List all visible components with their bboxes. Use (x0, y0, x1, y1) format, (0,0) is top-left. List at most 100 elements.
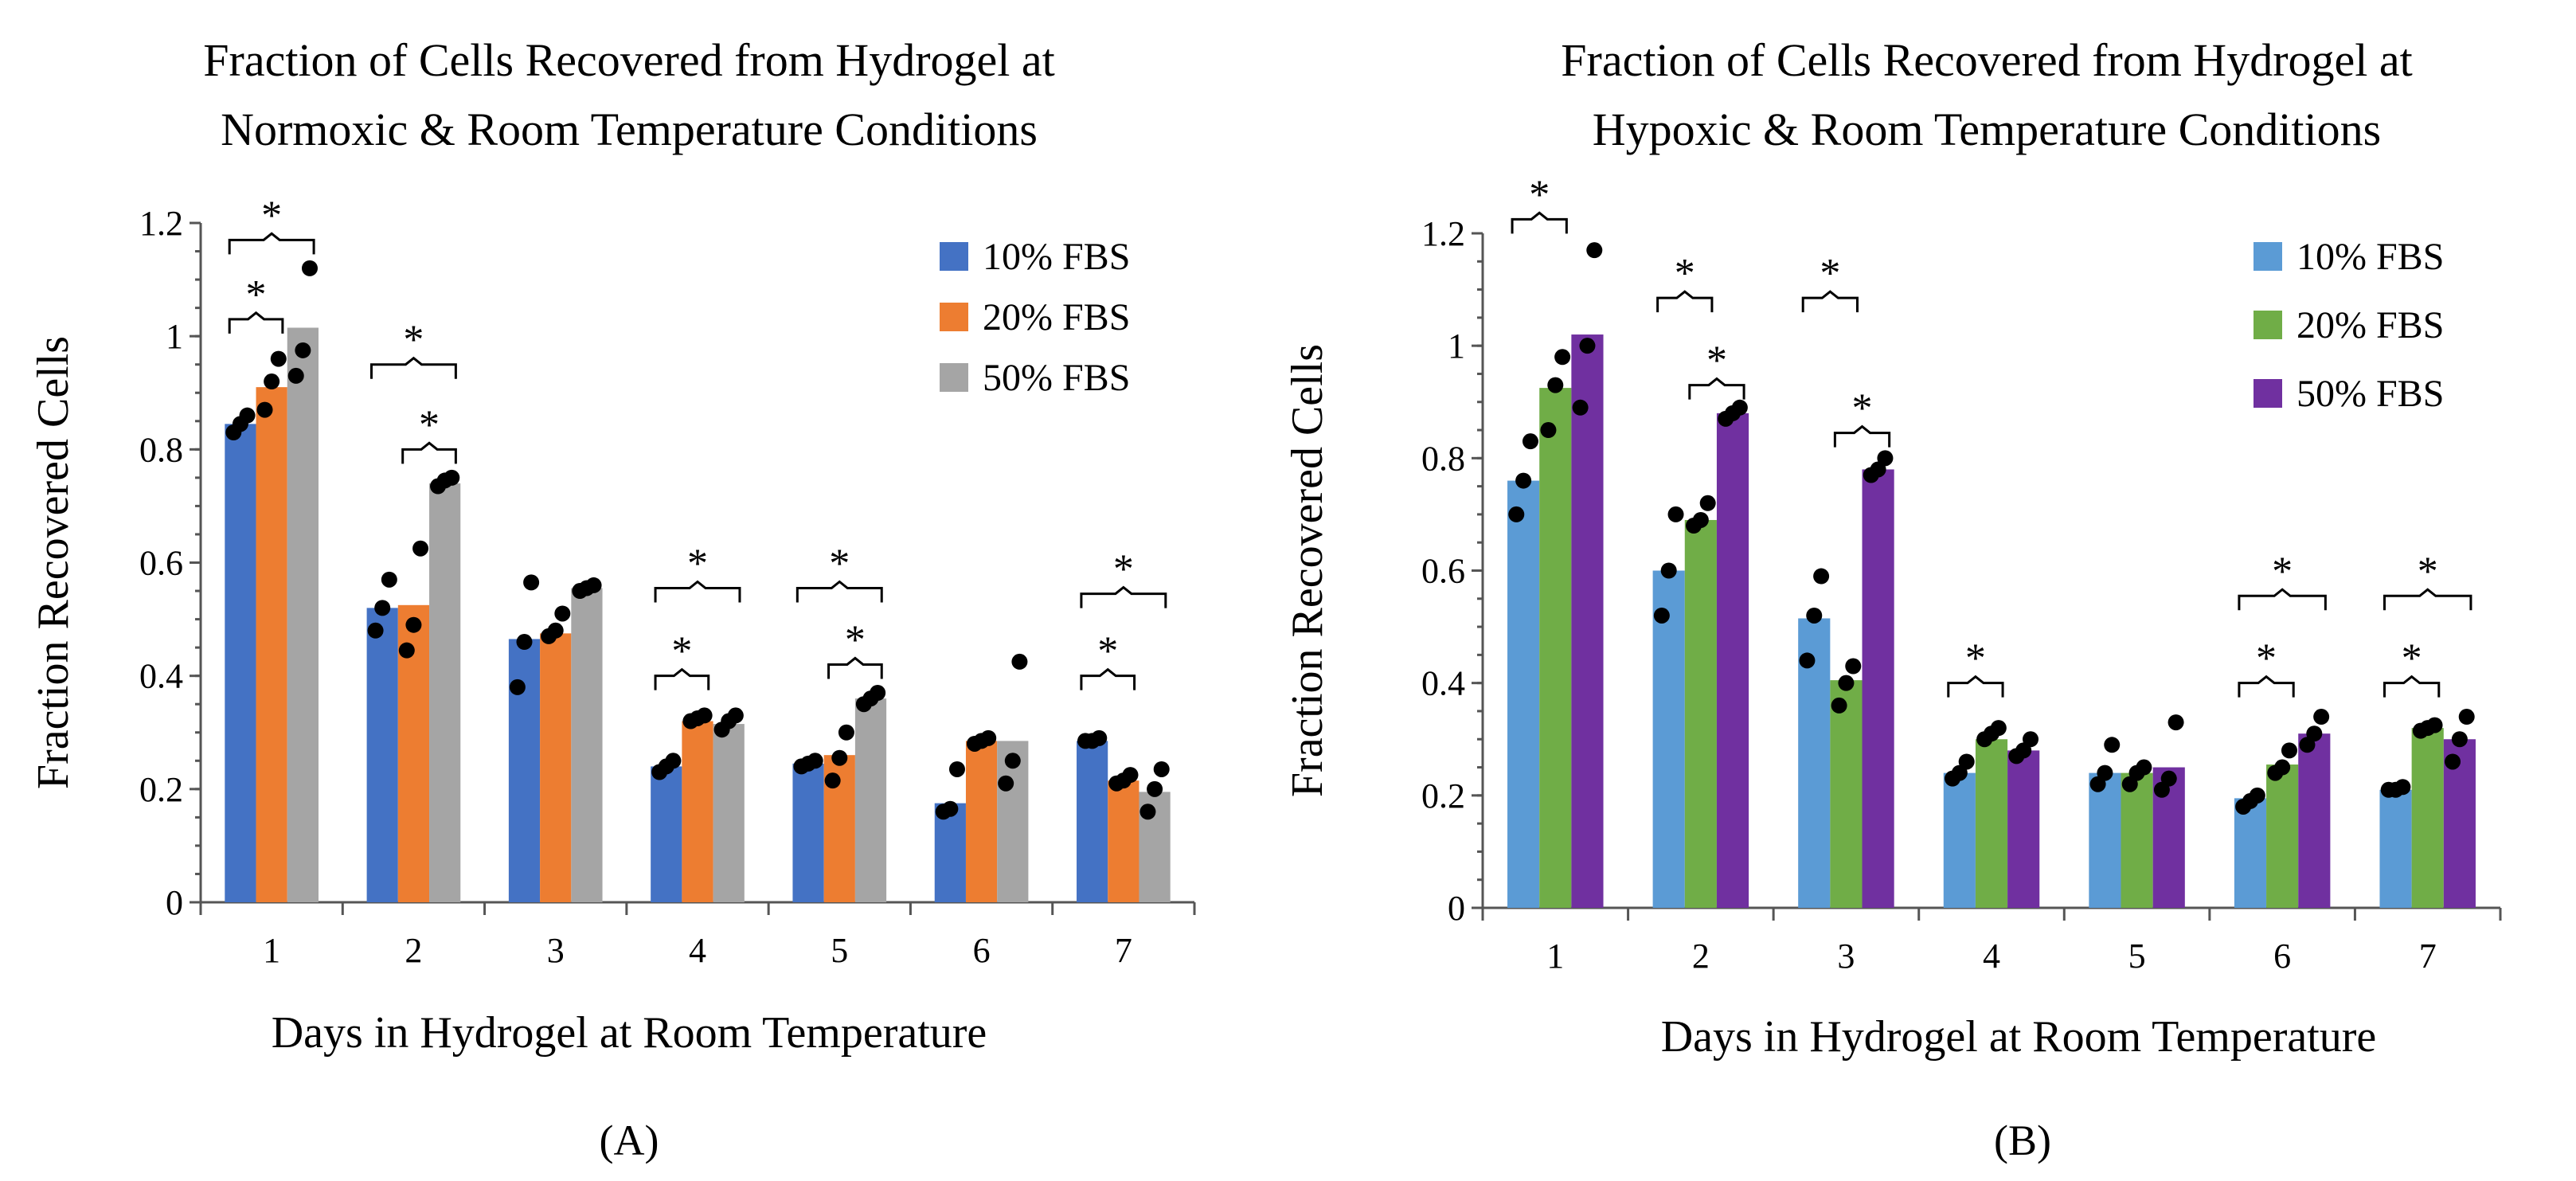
data-point (1147, 780, 1163, 797)
x-axis-label: Days in Hydrogel at Room Temperature (1661, 1012, 2377, 1062)
x-tick-label: 3 (1837, 937, 1855, 976)
data-point (998, 775, 1014, 792)
data-point (444, 469, 460, 486)
data-point (824, 772, 841, 789)
y-tick-label: 0 (166, 883, 183, 922)
bar (256, 387, 287, 902)
chart-title-line: Fraction of Cells Recovered from Hydroge… (203, 34, 1054, 86)
bar (1571, 334, 1604, 908)
legend-swatch (940, 363, 968, 392)
significance-star: * (1529, 172, 1550, 217)
data-point (948, 761, 965, 777)
data-point (1554, 349, 1571, 366)
bar (1975, 739, 2008, 908)
data-point (2313, 709, 2330, 725)
data-point (942, 800, 959, 817)
data-point (2274, 759, 2291, 776)
x-tick-label: 5 (831, 931, 848, 970)
bar (934, 803, 966, 902)
chart-title-line: Hypoxic & Room Temperature Conditions (1593, 104, 2381, 155)
data-point (696, 707, 713, 724)
data-point (1958, 753, 1975, 770)
legend-label: 50% FBS (983, 357, 1130, 399)
x-tick-label: 1 (263, 931, 280, 970)
significance-bracket (2383, 588, 2472, 611)
x-tick-label: 6 (973, 931, 991, 970)
data-point (1122, 767, 1139, 784)
bar (1507, 480, 1540, 908)
data-point (2097, 765, 2113, 781)
bar (225, 424, 256, 902)
significance-star: * (261, 193, 282, 238)
x-tick-label: 3 (547, 931, 565, 970)
bar (366, 608, 398, 902)
data-point (665, 753, 682, 769)
significance-bracket (795, 580, 883, 603)
data-point (1540, 422, 1557, 439)
significance-star: * (419, 402, 440, 448)
chart-title-line: Fraction of Cells Recovered from Hydroge… (1561, 34, 2412, 86)
bar (1716, 413, 1749, 908)
significance-star: * (845, 617, 866, 663)
data-point (295, 342, 311, 358)
significance-bracket (1656, 290, 1714, 313)
x-tick-label: 2 (405, 931, 422, 970)
data-point (1877, 450, 1894, 467)
bar (540, 633, 572, 902)
chart-panel-a: Fraction of Cells Recovered from Hydroge… (29, 34, 1196, 1164)
data-point (1699, 495, 1716, 511)
data-point (2281, 742, 2297, 759)
data-point (1547, 377, 1564, 393)
significance-star: * (1965, 636, 1986, 682)
legend-swatch (2254, 242, 2282, 271)
significance-star: * (246, 272, 267, 318)
y-axis-label: Fraction Recovered Cells (1283, 344, 1332, 797)
y-tick-label: 0.8 (139, 430, 183, 469)
legend-label: 10% FBS (2297, 236, 2444, 278)
significance-bracket (1080, 585, 1167, 608)
data-point (2394, 779, 2411, 796)
significance-bracket (401, 441, 457, 464)
bar (1539, 388, 1572, 909)
legend-label: 20% FBS (2297, 304, 2444, 346)
data-point (1731, 399, 1748, 416)
bar (965, 741, 998, 902)
bar (1652, 570, 1685, 908)
data-point (509, 678, 526, 695)
data-point (2458, 709, 2475, 725)
data-point (256, 401, 273, 418)
legend-label: 20% FBS (983, 296, 1130, 338)
data-point (980, 729, 997, 746)
panel-label: (B) (1994, 1116, 2051, 1164)
significance-star: * (1820, 251, 1840, 296)
bar (854, 698, 887, 902)
data-point (1667, 506, 1684, 522)
data-point (1572, 399, 1589, 416)
significance-star: * (687, 541, 708, 586)
data-point (838, 724, 854, 741)
bar (2298, 733, 2331, 908)
y-tick-label: 0.2 (139, 770, 183, 809)
data-point (547, 622, 564, 639)
data-point (405, 616, 422, 633)
data-point (239, 407, 256, 424)
significance-bracket (1511, 211, 1568, 234)
data-point (516, 634, 533, 651)
bar (651, 766, 682, 902)
data-point (585, 577, 602, 593)
data-point (1586, 242, 1603, 259)
significance-bracket (228, 311, 284, 334)
bar (2379, 789, 2412, 908)
bar (571, 588, 603, 902)
data-point (1004, 753, 1021, 769)
bar (2266, 765, 2299, 908)
data-point (2136, 759, 2152, 776)
significance-star: * (671, 629, 692, 675)
x-tick-label: 4 (1983, 937, 2000, 976)
data-point (398, 642, 415, 659)
data-point (2445, 753, 2461, 770)
data-point (1139, 804, 1156, 820)
x-axis-label: Days in Hydrogel at Room Temperature (272, 1008, 987, 1058)
bar (508, 639, 541, 902)
bar (429, 483, 461, 902)
